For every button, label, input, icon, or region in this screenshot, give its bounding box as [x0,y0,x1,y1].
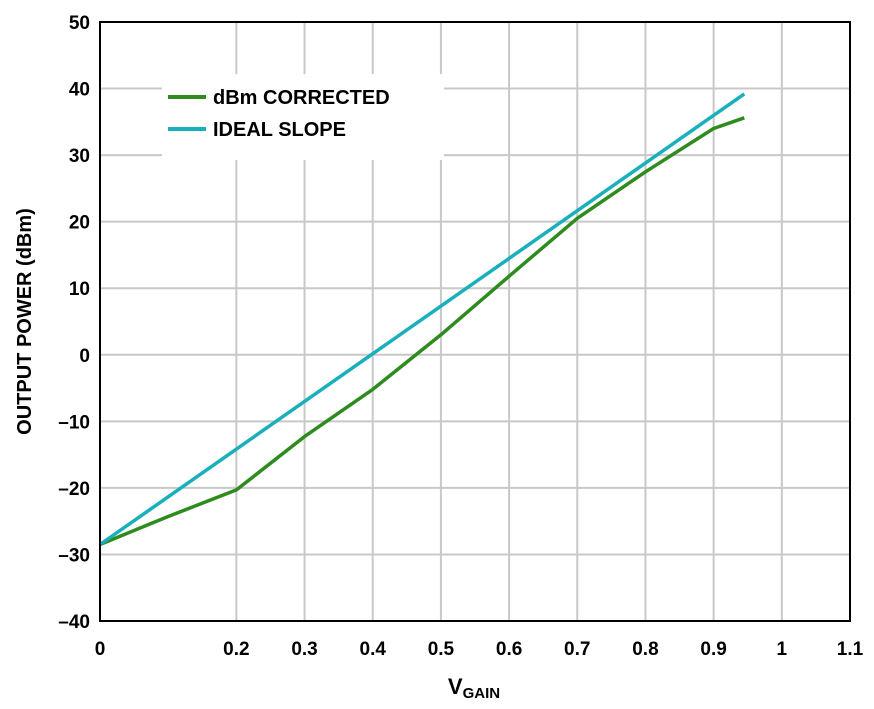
y-tick-label: 40 [69,80,90,101]
x-tick-label: 0.2 [223,639,249,660]
x-axis-title-subscript: GAIN [463,685,501,702]
x-tick-label: 1 [777,639,788,660]
y-tick-label: 20 [69,213,90,234]
y-tick-labels: –40 –30 –20 –10 0 10 20 30 40 50 [58,13,90,633]
legend-label: dBm CORRECTED [213,87,390,109]
x-tick-label: 0 [95,639,106,660]
x-tick-label: 0.7 [564,639,590,660]
y-tick-label: –10 [58,412,90,433]
x-tick-label: 0.3 [291,639,317,660]
x-tick-label: 0.5 [428,639,455,660]
legend-label: IDEAL SLOPE [213,119,346,141]
x-tick-label: 0.8 [632,639,658,660]
plot-frame [99,21,851,622]
y-tick-label: 0 [79,346,90,367]
x-tick-label: 0.6 [496,639,522,660]
y-axis-title: OUTPUT POWER (dBm) [14,208,36,435]
legend-box [162,74,444,160]
x-tick-label: 1.1 [837,639,864,660]
y-tick-label: –30 [58,545,90,566]
series-line [98,92,746,546]
series-line [99,116,745,547]
y-tick-label: 30 [69,146,90,167]
x-axis-title-main: V [448,674,463,699]
x-tick-label: 0.9 [700,639,726,660]
y-tick-label: –40 [58,612,90,633]
x-tick-label: 0.4 [360,639,387,660]
y-tick-label: –20 [58,479,90,500]
legend-background [162,74,444,160]
x-axis-title: VGAIN [448,674,500,702]
legend: dBm CORRECTED IDEAL SLOPE [168,87,390,141]
x-tick-labels: 0 0.2 0.3 0.4 0.5 0.6 0.7 0.8 0.9 1 1.1 [95,639,864,660]
y-tick-label: 50 [69,13,90,34]
series-lines [98,92,746,547]
y-tick-label: 10 [69,279,90,300]
